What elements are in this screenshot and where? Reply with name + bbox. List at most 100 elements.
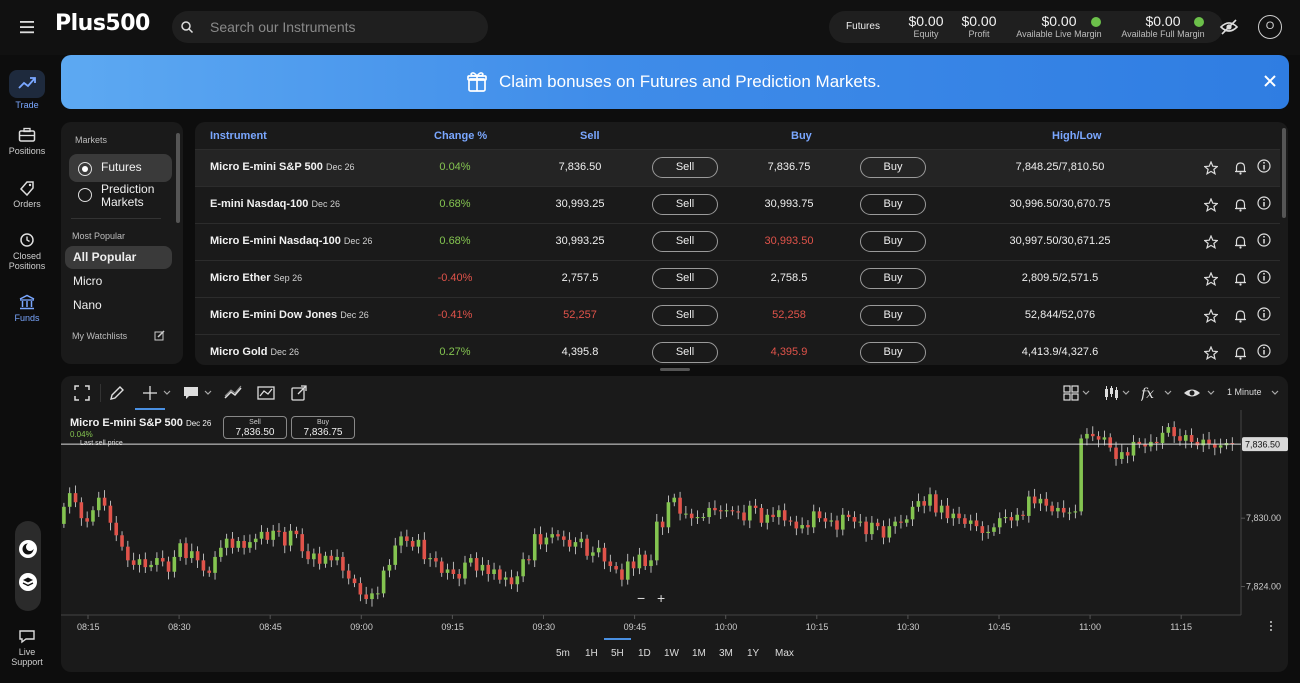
timeframe-1m[interactable]: 1M [692, 648, 706, 659]
timeframe-5m[interactable]: 5m [556, 648, 570, 659]
range-icon[interactable] [257, 385, 275, 401]
star-icon[interactable] [1204, 346, 1218, 360]
info-icon[interactable] [1257, 159, 1271, 173]
close-icon[interactable] [1263, 74, 1277, 88]
chevron-down-icon[interactable] [204, 390, 212, 396]
nav-closed-positions[interactable]: Closed Positions [4, 232, 50, 271]
markets-scrollbar[interactable] [176, 133, 180, 223]
more-options-icon[interactable] [1268, 620, 1274, 632]
theme-toggle[interactable] [15, 521, 41, 611]
info-icon[interactable] [1257, 307, 1271, 321]
futures-account-button[interactable]: Futures [846, 21, 880, 32]
resize-handle[interactable] [660, 368, 690, 371]
bell-icon[interactable] [1234, 346, 1247, 360]
table-scrollbar[interactable] [1282, 128, 1286, 218]
market-option-prediction[interactable]: Prediction Markets [69, 182, 172, 216]
buy-button[interactable]: Buy [860, 194, 926, 215]
interval-select[interactable]: 1 Minute [1227, 387, 1262, 397]
category-nano[interactable]: Nano [73, 298, 102, 312]
buy-button[interactable]: Buy [860, 231, 926, 252]
dark-mode-icon[interactable] [19, 540, 37, 558]
plus500-logo[interactable]: Plus500 [55, 11, 150, 36]
timeframe-5h[interactable]: 5H [611, 648, 624, 659]
star-icon[interactable] [1204, 272, 1218, 286]
timeframe-3m[interactable]: 3M [719, 648, 733, 659]
bell-icon[interactable] [1234, 309, 1247, 323]
instrument-name[interactable]: Micro E-mini Dow Jones Dec 26 [210, 309, 369, 321]
sell-button[interactable]: Sell [652, 268, 718, 289]
instrument-name[interactable]: Micro Ether Sep 26 [210, 272, 302, 284]
instrument-name[interactable]: Micro Gold Dec 26 [210, 346, 299, 358]
timeframe-1w[interactable]: 1W [664, 648, 679, 659]
search-bar[interactable] [172, 11, 488, 43]
chart-buy-button[interactable]: Buy 7,836.75 [291, 416, 355, 439]
nav-funds[interactable]: Funds [4, 294, 50, 323]
star-icon[interactable] [1204, 161, 1218, 175]
instrument-name[interactable]: Micro E-mini Nasdaq-100 Dec 26 [210, 235, 372, 247]
col-sell[interactable]: Sell [580, 130, 600, 142]
star-icon[interactable] [1204, 198, 1218, 212]
market-option-futures[interactable]: Futures [69, 154, 172, 182]
crosshair-icon[interactable] [142, 385, 158, 401]
timeframe-1d[interactable]: 1D [638, 648, 651, 659]
sell-button[interactable]: Sell [652, 231, 718, 252]
table-row[interactable]: Micro E-mini Dow Jones Dec 26 -0.41% 52,25… [195, 297, 1280, 334]
user-avatar[interactable]: O [1258, 15, 1282, 39]
star-icon[interactable] [1204, 235, 1218, 249]
indicators-icon[interactable]: fx [1141, 385, 1159, 401]
chevron-down-icon[interactable] [1082, 390, 1090, 396]
hamburger-menu-icon[interactable] [14, 17, 40, 37]
trendline-icon[interactable] [224, 385, 242, 401]
category-all-popular[interactable]: All Popular [65, 246, 172, 269]
sell-button[interactable]: Sell [652, 157, 718, 178]
hide-balance-icon[interactable] [1219, 17, 1239, 37]
chevron-down-icon[interactable] [1164, 390, 1172, 396]
info-icon[interactable] [1257, 196, 1271, 210]
nav-trade[interactable]: Trade [4, 70, 50, 110]
bell-icon[interactable] [1234, 161, 1247, 175]
zoom-in-button[interactable]: + [657, 590, 666, 606]
bell-icon[interactable] [1234, 235, 1247, 249]
buy-button[interactable]: Buy [860, 268, 926, 289]
table-row[interactable]: Micro E-mini S&P 500 Dec 26 0.04% 7,836.50… [195, 149, 1280, 186]
chevron-down-icon[interactable] [1122, 390, 1130, 396]
chevron-down-icon[interactable] [1271, 390, 1279, 396]
table-row[interactable]: Micro E-mini Nasdaq-100 Dec 26 0.68% 30,99… [195, 223, 1280, 260]
info-icon[interactable] [1257, 233, 1271, 247]
instrument-name[interactable]: E-mini Nasdaq-100 Dec 26 [210, 198, 340, 210]
info-icon[interactable] [1257, 344, 1271, 358]
col-instrument[interactable]: Instrument [210, 130, 267, 142]
chevron-down-icon[interactable] [1207, 390, 1215, 396]
col-change[interactable]: Change % [434, 130, 488, 142]
table-row[interactable]: Micro Gold Dec 26 0.27% 4,395.8 Sell 4,395.9… [195, 334, 1280, 365]
promo-banner[interactable]: Claim bonuses on Futures and Prediction … [61, 55, 1289, 109]
timeframe-max[interactable]: Max [775, 648, 794, 659]
chevron-down-icon[interactable] [163, 390, 171, 396]
layers-icon[interactable] [19, 573, 37, 591]
table-row[interactable]: Micro Ether Sep 26 -0.40% 2,757.5 Sell 2,758… [195, 260, 1280, 297]
nav-orders[interactable]: Orders [4, 180, 50, 209]
sell-button[interactable]: Sell [652, 342, 718, 363]
instrument-name[interactable]: Micro E-mini S&P 500 Dec 26 [210, 161, 354, 173]
sell-button[interactable]: Sell [652, 194, 718, 215]
my-watchlists-label[interactable]: My Watchlists [72, 331, 128, 341]
comment-icon[interactable] [183, 385, 199, 401]
sell-button[interactable]: Sell [652, 305, 718, 326]
bell-icon[interactable] [1234, 272, 1247, 286]
layout-grid-icon[interactable] [1063, 385, 1079, 401]
nav-live-support[interactable]: Live Support [4, 628, 50, 667]
chart-sell-button[interactable]: Sell 7,836.50 [223, 416, 287, 439]
pencil-icon[interactable] [109, 385, 125, 401]
star-icon[interactable] [1204, 309, 1218, 323]
price-chart[interactable]: 7,830.00 7,824.00 7,836.50 08:15 08:30 08:45 0… [61, 410, 1288, 638]
candlestick-icon[interactable] [1103, 385, 1119, 401]
timeframe-1h[interactable]: 1H [585, 648, 598, 659]
timeframe-1y[interactable]: 1Y [747, 648, 760, 659]
eye-icon[interactable] [1183, 385, 1201, 401]
buy-button[interactable]: Buy [860, 157, 926, 178]
fullscreen-icon[interactable] [74, 385, 90, 401]
table-row[interactable]: E-mini Nasdaq-100 Dec 26 0.68% 30,993.25 Se… [195, 186, 1280, 223]
search-input[interactable] [210, 17, 470, 37]
edit-icon[interactable] [154, 330, 165, 341]
buy-button[interactable]: Buy [860, 305, 926, 326]
